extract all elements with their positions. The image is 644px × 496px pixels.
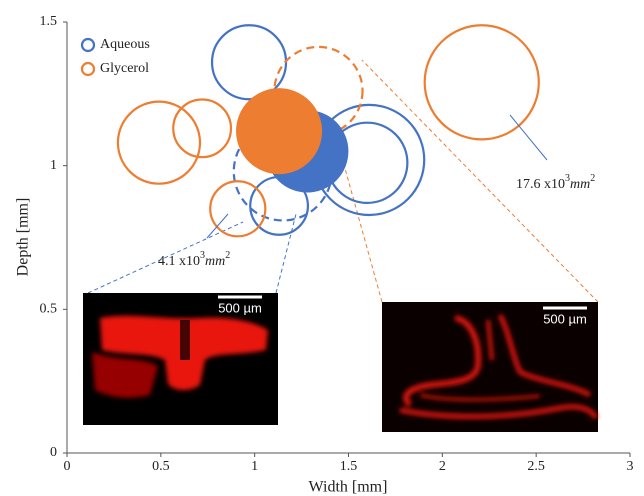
annotation-unit: mm — [205, 254, 225, 269]
legend-symbol — [82, 63, 94, 75]
x-tick-label: 1.5 — [340, 459, 358, 474]
annotation: 17.6 x103mm2 — [516, 173, 595, 192]
scale-label: 500 µm — [218, 300, 262, 315]
y-tick-label: 0 — [50, 445, 57, 460]
x-tick-label: 3 — [627, 459, 634, 474]
legend: Aqueous Glycerol — [82, 37, 150, 76]
annotation-sup: 2 — [590, 173, 595, 184]
x-axis-title: Width [mm] — [309, 479, 388, 496]
legend-label: Aqueous — [100, 37, 150, 52]
bubble — [425, 25, 539, 139]
pointer-line — [207, 214, 228, 238]
bubble — [173, 99, 231, 157]
legend-label: Glycerol — [100, 61, 149, 76]
annotation-unit: mm — [570, 177, 590, 192]
x-tick-label: 0.5 — [152, 459, 170, 474]
connector — [276, 214, 296, 293]
y-tick-label: 0.5 — [40, 302, 58, 317]
y-tick-label: 1 — [50, 158, 57, 173]
x-tick-label: 1 — [251, 459, 258, 474]
y-axis-title: Depth [mm] — [15, 198, 32, 277]
chart: 0 0.5 1 1.5 2 2.5 3 0 0.5 1 1.5 Width [mm] Depth [… — [0, 0, 644, 496]
inset-image: 500 µm — [83, 293, 278, 425]
annotation-sup: 2 — [225, 250, 230, 261]
inset-shadow — [180, 320, 190, 360]
bubble — [237, 89, 321, 173]
bubble — [118, 102, 200, 184]
inset-image: 500 µm — [382, 302, 598, 432]
x-tick-label: 0 — [64, 459, 71, 474]
bubbles — [118, 25, 539, 236]
annotation-text: 4.1 x10 — [158, 254, 200, 269]
bubble — [212, 25, 286, 99]
pointer-line — [510, 115, 547, 160]
legend-symbol — [82, 39, 94, 51]
y-tick-label: 1.5 — [40, 14, 58, 29]
annotation: 4.1 x103mm2 — [158, 250, 230, 269]
x-tick-label: 2.5 — [527, 459, 545, 474]
page: 0 0.5 1 1.5 2 2.5 3 0 0.5 1 1.5 Width [mm] Depth [… — [0, 0, 644, 496]
annotation-text: 17.6 x10 — [516, 177, 565, 192]
scale-label: 500 µm — [543, 311, 587, 326]
x-tick-label: 2 — [439, 459, 446, 474]
